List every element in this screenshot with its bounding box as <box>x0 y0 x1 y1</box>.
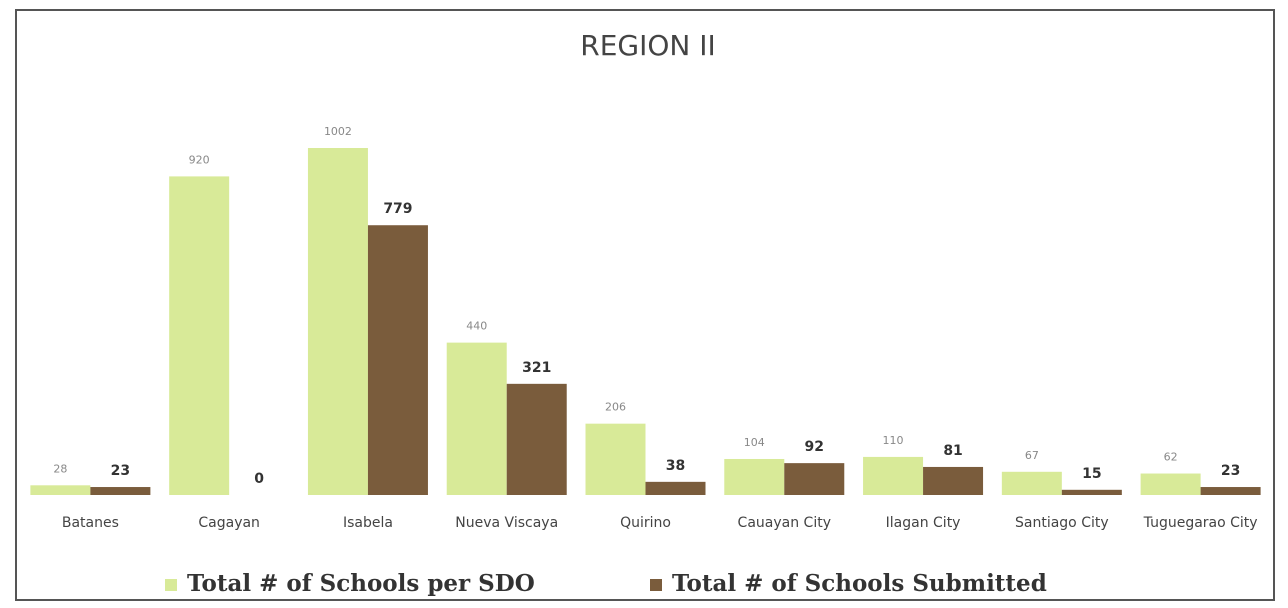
bar <box>367 225 428 495</box>
bar <box>446 342 507 495</box>
x-tick-label: Nueva Viscaya <box>455 515 558 531</box>
bar <box>645 481 706 495</box>
bar <box>724 458 785 495</box>
data-label: 206 <box>605 401 626 414</box>
data-label: 23 <box>111 463 130 479</box>
legend-label: Total # of Schools per SDO <box>187 570 535 597</box>
x-tick-label: Quirino <box>620 515 671 531</box>
chart-title: REGION II <box>580 29 716 62</box>
bar <box>784 463 845 495</box>
bar <box>1001 471 1062 495</box>
bar <box>1061 489 1122 495</box>
data-label: 0 <box>254 471 264 487</box>
bar <box>923 466 984 495</box>
data-label: 440 <box>466 320 487 333</box>
bar <box>307 148 368 495</box>
x-tick-label: Cagayan <box>198 515 260 531</box>
data-label: 67 <box>1025 449 1039 462</box>
data-label: 920 <box>189 153 210 166</box>
data-label: 23 <box>1221 463 1240 479</box>
bar <box>169 176 230 495</box>
legend-swatch <box>165 579 177 591</box>
bar <box>506 383 567 495</box>
data-label: 321 <box>522 360 551 376</box>
bar <box>30 485 91 495</box>
data-label: 110 <box>883 434 904 447</box>
bar <box>90 487 151 495</box>
data-label: 81 <box>943 443 962 459</box>
data-label: 28 <box>53 462 67 475</box>
x-tick-label: Cauayan City <box>738 515 831 531</box>
x-tick-label: Santiago City <box>1015 515 1109 531</box>
data-label: 62 <box>1164 451 1178 464</box>
legend-label: Total # of Schools Submitted <box>672 570 1047 597</box>
data-label: 38 <box>666 458 685 474</box>
bar <box>585 423 646 495</box>
data-label: 15 <box>1082 466 1101 482</box>
x-tick-label: Isabela <box>343 515 393 531</box>
bar <box>863 456 924 495</box>
data-label: 1002 <box>324 125 352 138</box>
bar <box>1200 487 1261 495</box>
data-label: 92 <box>805 439 824 455</box>
legend-swatch <box>650 579 662 591</box>
x-tick-label: Tuguegarao City <box>1143 515 1258 531</box>
x-tick-label: Ilagan City <box>886 515 961 531</box>
x-tick-label: Batanes <box>62 515 119 531</box>
bar <box>1140 473 1201 495</box>
data-label: 779 <box>383 201 412 217</box>
data-label: 104 <box>744 436 765 449</box>
